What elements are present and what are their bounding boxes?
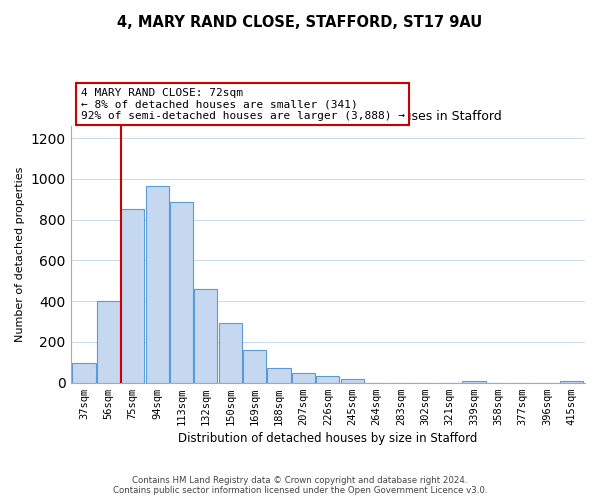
Bar bbox=[463, 380, 485, 382]
Bar bbox=[194, 289, 217, 382]
Bar bbox=[292, 372, 315, 382]
Bar bbox=[316, 376, 340, 382]
Bar bbox=[170, 202, 193, 382]
Bar bbox=[560, 380, 583, 382]
Bar bbox=[97, 301, 120, 382]
Text: Contains HM Land Registry data © Crown copyright and database right 2024.
Contai: Contains HM Land Registry data © Crown c… bbox=[113, 476, 487, 495]
Y-axis label: Number of detached properties: Number of detached properties bbox=[15, 166, 25, 342]
Bar bbox=[121, 210, 144, 382]
Bar bbox=[268, 368, 290, 382]
Bar bbox=[146, 186, 169, 382]
Bar bbox=[341, 378, 364, 382]
Text: 4 MARY RAND CLOSE: 72sqm
← 8% of detached houses are smaller (341)
92% of semi-d: 4 MARY RAND CLOSE: 72sqm ← 8% of detache… bbox=[81, 88, 405, 121]
X-axis label: Distribution of detached houses by size in Stafford: Distribution of detached houses by size … bbox=[178, 432, 478, 445]
Title: Size of property relative to detached houses in Stafford: Size of property relative to detached ho… bbox=[154, 110, 502, 124]
Bar bbox=[218, 322, 242, 382]
Text: 4, MARY RAND CLOSE, STAFFORD, ST17 9AU: 4, MARY RAND CLOSE, STAFFORD, ST17 9AU bbox=[118, 15, 482, 30]
Bar bbox=[243, 350, 266, 382]
Bar bbox=[73, 364, 95, 382]
